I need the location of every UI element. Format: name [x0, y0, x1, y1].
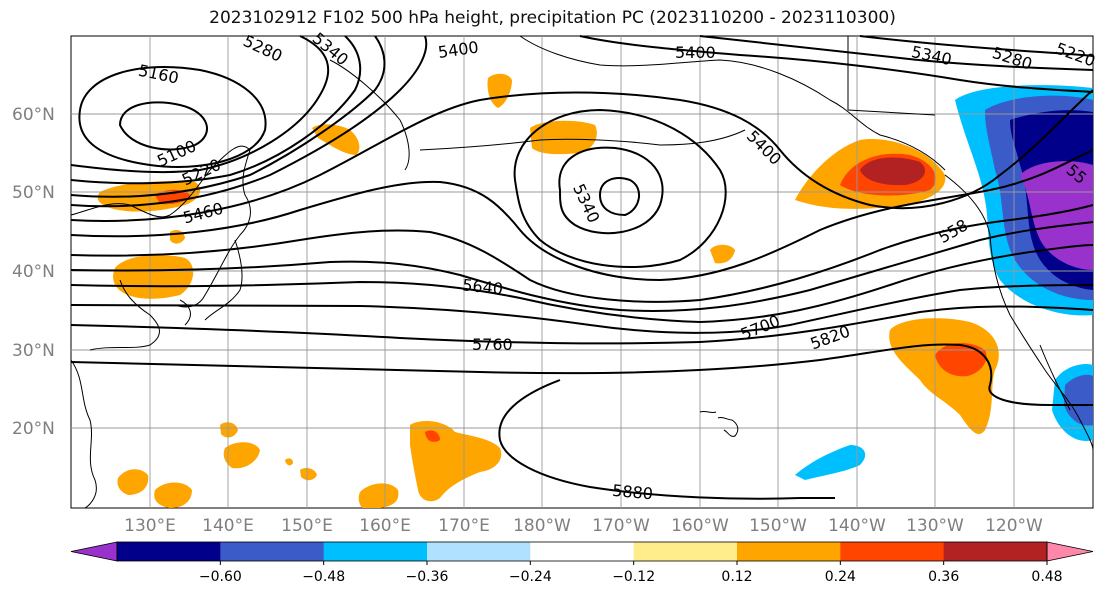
lon-label-170w: 170°W — [592, 516, 650, 536]
height-contours — [70, 35, 1094, 500]
colorbar-tick-label: −0.24 — [509, 569, 552, 585]
lat-label-50n: 50°N — [12, 183, 55, 203]
lon-label-130e: 130°E — [124, 516, 176, 536]
latitude-labels: 60°N 50°N 40°N 30°N 20°N — [12, 105, 55, 439]
colorbar-segment — [220, 542, 325, 561]
colorbar-segment — [633, 542, 738, 561]
lon-label-150e: 150°E — [281, 516, 333, 536]
colorbar-tick-label: 0.48 — [1031, 569, 1062, 585]
colorbar-tick-label: −0.48 — [302, 569, 345, 585]
lon-label-120w: 120°W — [985, 516, 1043, 536]
grid-lines — [71, 36, 1093, 508]
lon-label-160e: 160°E — [359, 516, 411, 536]
colorbar-segment — [117, 542, 221, 561]
colorbar-tick-label: −0.12 — [612, 569, 655, 585]
colorbar-extend-low — [70, 541, 118, 562]
colorbar-segment — [840, 542, 945, 561]
lon-label-140w: 140°W — [828, 516, 886, 536]
lat-label-60n: 60°N — [12, 105, 55, 125]
longitude-labels: 130°E 140°E 150°E 160°E 170°E 180°W 170°… — [124, 516, 1043, 536]
colorbar-segment — [323, 542, 428, 561]
lon-label-150w: 150°W — [749, 516, 807, 536]
contour-label-5400-east: 5400 — [675, 43, 716, 62]
contour-label-5760: 5760 — [472, 335, 513, 354]
lon-label-130w: 130°W — [906, 516, 964, 536]
lat-label-20n: 20°N — [12, 419, 55, 439]
colorbar-tick-label: 0.36 — [928, 569, 959, 585]
colorbar-tick-label: −0.60 — [199, 569, 242, 585]
colorbar-tick-label: 0.12 — [721, 569, 752, 585]
colorbar-tick-label: 0.24 — [825, 569, 856, 585]
lon-label-180w: 180°W — [513, 516, 571, 536]
contour-label-5880: 5880 — [611, 481, 653, 503]
colorbar: −0.60 −0.48 −0.36 −0.24 −0.12 0.12 0.24 0.36 0.4… — [70, 541, 1094, 585]
lon-label-170e: 170°E — [438, 516, 490, 536]
colorbar-extend-high — [1046, 541, 1094, 562]
lon-label-140e: 140°E — [202, 516, 254, 536]
lon-label-160w: 160°W — [671, 516, 729, 536]
colorbar-segment — [530, 542, 635, 561]
lat-label-40n: 40°N — [12, 262, 55, 282]
colorbar-segment — [737, 542, 841, 561]
lat-label-30n: 30°N — [12, 341, 55, 361]
colorbar-segment — [427, 542, 531, 561]
map-title: 2023102912 F102 500 hPa height, precipit… — [209, 8, 896, 28]
colorbar-tick-label: −0.36 — [406, 569, 449, 585]
contour-label-5640: 5640 — [461, 275, 503, 298]
colorbar-segment — [943, 542, 1048, 561]
colorbar-outline — [116, 541, 1048, 562]
map-frame — [70, 35, 1094, 509]
